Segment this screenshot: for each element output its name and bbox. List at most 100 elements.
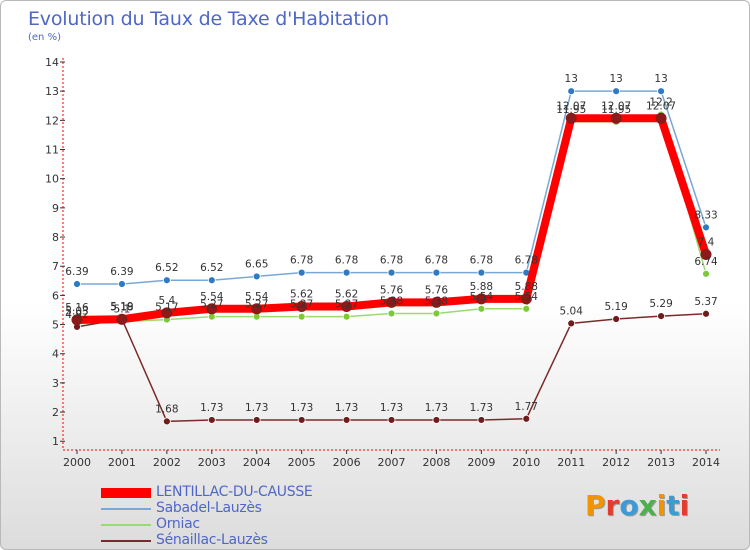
data-labels: 5.16 5.185.4 5.54 5.54 5.62 5.62 5.76 5.76 5.88 5… <box>65 73 718 415</box>
data-point <box>207 276 216 285</box>
data-label: 11.95 <box>556 104 586 116</box>
legend-swatch <box>101 508 151 510</box>
data-point <box>342 268 351 277</box>
data-point <box>387 268 396 277</box>
data-point <box>477 416 486 424</box>
data-label: 8.33 <box>694 209 717 221</box>
chart-title: Evolution du Taux de Taxe d'Habitation <box>28 8 389 30</box>
logo-letter: i <box>679 489 690 522</box>
data-label: 5.54 <box>200 291 224 303</box>
data-label: 5.88 <box>515 281 538 293</box>
logo-letter: i <box>656 489 667 522</box>
data-label: 6.78 <box>470 255 493 267</box>
data-point <box>252 272 261 281</box>
data-label: 5.04 <box>560 305 584 317</box>
data-point <box>657 87 665 96</box>
data-point <box>432 268 441 277</box>
y-tick-label: 11 <box>45 144 59 157</box>
y-tick-label: 2 <box>52 406 59 419</box>
data-label: 12.07 <box>646 100 676 112</box>
data-label: 5.27 <box>290 299 313 311</box>
y-tick-label: 4 <box>52 348 59 361</box>
data-label: 5.29 <box>649 298 672 310</box>
data-label: 5.54 <box>515 291 539 303</box>
data-label: 1.68 <box>155 403 178 415</box>
legend-swatch <box>101 524 151 526</box>
logo-letter: r <box>605 489 620 522</box>
x-tick-label: 2011 <box>557 456 585 469</box>
data-label: 6.78 <box>425 255 448 267</box>
x-tick-label: 2000 <box>63 456 91 469</box>
logo-letter: t <box>666 489 680 522</box>
x-tick-label: 2013 <box>647 456 675 469</box>
data-label: 5.76 <box>425 284 449 296</box>
data-point <box>297 312 306 321</box>
data-point <box>612 87 621 96</box>
x-tick-label: 2006 <box>333 456 361 469</box>
data-point <box>477 304 486 313</box>
y-tick-label: 3 <box>52 377 59 390</box>
data-point <box>387 309 396 318</box>
legend-swatch <box>101 488 151 498</box>
data-label: 5.27 <box>200 299 223 311</box>
data-label: 5.19 <box>110 301 133 313</box>
data-label: 6.78 <box>335 255 358 267</box>
data-label: 5.19 <box>604 301 627 313</box>
data-label: 13 <box>565 73 578 85</box>
data-point <box>71 314 83 326</box>
legend-label: Sénaillac-Lauzès <box>156 532 268 548</box>
data-label: 6.39 <box>110 266 133 278</box>
x-tick-label: 2009 <box>467 456 495 469</box>
data-point <box>522 414 531 423</box>
data-point <box>251 303 263 315</box>
x-tick-label: 2004 <box>243 456 271 469</box>
data-label: 6.65 <box>245 258 268 270</box>
y-tick-label: 12 <box>45 114 59 127</box>
data-label: 12.07 <box>601 100 631 112</box>
data-label: 6.74 <box>694 256 718 268</box>
data-label: 6.78 <box>515 255 538 267</box>
data-label: 5.27 <box>335 299 358 311</box>
data-point <box>207 416 216 424</box>
data-label: 12.07 <box>556 100 586 112</box>
x-tick-label: 2008 <box>422 456 450 469</box>
data-label: 5.38 <box>425 295 448 307</box>
data-label: 6.78 <box>290 255 313 267</box>
data-label: 1.73 <box>245 402 268 414</box>
data-point <box>386 296 398 308</box>
data-label: 5.16 <box>65 302 89 314</box>
data-point <box>341 300 353 312</box>
data-label: 13 <box>609 73 622 85</box>
y-tick-label: 13 <box>45 85 59 98</box>
data-point <box>702 309 710 318</box>
data-label: 5.62 <box>290 288 313 300</box>
data-label: 4.92 <box>65 309 88 321</box>
data-point <box>342 416 351 424</box>
data-point <box>387 416 396 424</box>
data-point <box>702 223 710 232</box>
data-label: 6.39 <box>65 266 88 278</box>
logo-letter: x <box>638 489 657 522</box>
data-label: 5.54 <box>245 291 269 303</box>
data-label: 6.52 <box>200 262 223 274</box>
data-label: 1.73 <box>290 402 313 414</box>
x-tick-label: 2005 <box>288 456 316 469</box>
data-point <box>522 304 531 313</box>
data-point <box>702 269 710 278</box>
data-point <box>432 309 441 318</box>
data-point <box>657 312 665 320</box>
data-label: 5.38 <box>380 295 403 307</box>
data-label: 5.54 <box>470 291 494 303</box>
data-label: 12.2 <box>649 97 672 109</box>
data-label: 5.1 <box>114 304 131 316</box>
data-point <box>73 280 81 288</box>
data-label: 5.37 <box>694 296 717 308</box>
x-tick-label: 2001 <box>108 456 136 469</box>
y-tick-label: 10 <box>45 173 59 186</box>
y-tick-label: 8 <box>52 231 59 244</box>
data-point <box>565 112 577 124</box>
data-label: 1.73 <box>425 402 448 414</box>
x-tick-label: 2003 <box>198 456 226 469</box>
